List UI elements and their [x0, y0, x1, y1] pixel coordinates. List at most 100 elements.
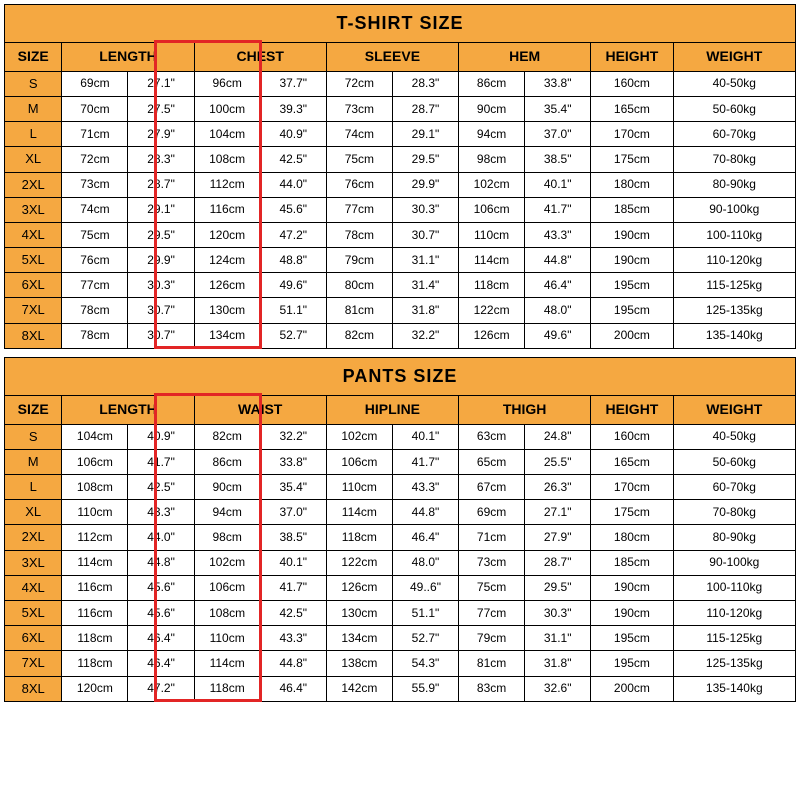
cell-weight: 115-125kg — [673, 626, 795, 651]
cell-value: 30.7" — [128, 298, 194, 323]
cell-value: 70cm — [62, 96, 128, 121]
table-row: 2XL73cm28.7"112cm44.0"76cm29.9"102cm40.1… — [5, 172, 796, 197]
cell-weight: 80-90kg — [673, 172, 795, 197]
cell-value: 54.3" — [392, 651, 458, 676]
cell-value: 118cm — [62, 626, 128, 651]
cell-value: 38.5" — [525, 147, 591, 172]
cell-value: 86cm — [459, 71, 525, 96]
cell-value: 114cm — [62, 550, 128, 575]
cell-value: 72cm — [326, 71, 392, 96]
cell-value: 67cm — [459, 475, 525, 500]
cell-value: 71cm — [459, 525, 525, 550]
cell-value: 134cm — [326, 626, 392, 651]
cell-value: 130cm — [326, 600, 392, 625]
table-row: M70cm27.5"100cm39.3"73cm28.7"90cm35.4"16… — [5, 96, 796, 121]
table-row: 4XL116cm45.6"106cm41.7"126cm49..6"75cm29… — [5, 575, 796, 600]
cell-value: 28.7" — [128, 172, 194, 197]
cell-height: 200cm — [591, 676, 673, 701]
cell-weight: 100-110kg — [673, 222, 795, 247]
cell-value: 120cm — [194, 222, 260, 247]
cell-value: 49..6" — [392, 575, 458, 600]
col-tail: WEIGHT — [673, 43, 795, 72]
cell-value: 118cm — [194, 676, 260, 701]
cell-value: 116cm — [62, 600, 128, 625]
cell-height: 180cm — [591, 172, 673, 197]
cell-value: 75cm — [62, 222, 128, 247]
cell-value: 98cm — [194, 525, 260, 550]
cell-value: 41.7" — [260, 575, 326, 600]
table-row: 2XL112cm44.0"98cm38.5"118cm46.4"71cm27.9… — [5, 525, 796, 550]
cell-value: 74cm — [326, 122, 392, 147]
cell-value: 51.1" — [260, 298, 326, 323]
cell-value: 30.3" — [128, 273, 194, 298]
table-row: S104cm40.9"82cm32.2"102cm40.1"63cm24.8"1… — [5, 424, 796, 449]
cell-value: 126cm — [326, 575, 392, 600]
cell-value: 28.3" — [128, 147, 194, 172]
cell-value: 40.1" — [525, 172, 591, 197]
cell-height: 175cm — [591, 147, 673, 172]
cell-value: 24.8" — [525, 424, 591, 449]
cell-value: 42.5" — [128, 475, 194, 500]
cell-value: 48.0" — [525, 298, 591, 323]
cell-weight: 50-60kg — [673, 96, 795, 121]
cell-value: 46.4" — [128, 651, 194, 676]
cell-value: 74cm — [62, 197, 128, 222]
cell-value: 76cm — [62, 248, 128, 273]
cell-value: 114cm — [194, 651, 260, 676]
cell-value: 40.9" — [260, 122, 326, 147]
cell-height: 160cm — [591, 71, 673, 96]
cell-value: 47.2" — [260, 222, 326, 247]
cell-value: 118cm — [326, 525, 392, 550]
cell-value: 71cm — [62, 122, 128, 147]
table-row: 6XL77cm30.3"126cm49.6"80cm31.4"118cm46.4… — [5, 273, 796, 298]
col-group: THIGH — [459, 396, 591, 425]
cell-value: 33.8" — [260, 449, 326, 474]
cell-size: 3XL — [5, 550, 62, 575]
cell-value: 106cm — [459, 197, 525, 222]
cell-size: 2XL — [5, 525, 62, 550]
table-row: 8XL78cm30.7"134cm52.7"82cm32.2"126cm49.6… — [5, 323, 796, 348]
cell-weight: 125-135kg — [673, 651, 795, 676]
cell-value: 44.8" — [392, 500, 458, 525]
cell-size: L — [5, 122, 62, 147]
cell-height: 175cm — [591, 500, 673, 525]
col-size: SIZE — [5, 43, 62, 72]
cell-height: 190cm — [591, 575, 673, 600]
cell-value: 31.1" — [525, 626, 591, 651]
cell-value: 114cm — [326, 500, 392, 525]
cell-size: 6XL — [5, 626, 62, 651]
col-group: HEM — [459, 43, 591, 72]
cell-value: 38.5" — [260, 525, 326, 550]
cell-size: 3XL — [5, 197, 62, 222]
cell-height: 190cm — [591, 248, 673, 273]
cell-size: 7XL — [5, 298, 62, 323]
table-row: M106cm41.7"86cm33.8"106cm41.7"65cm25.5"1… — [5, 449, 796, 474]
cell-value: 126cm — [194, 273, 260, 298]
cell-value: 44.8" — [260, 651, 326, 676]
cell-value: 49.6" — [260, 273, 326, 298]
cell-value: 75cm — [326, 147, 392, 172]
cell-value: 27.5" — [128, 96, 194, 121]
cell-value: 81cm — [326, 298, 392, 323]
cell-size: 8XL — [5, 676, 62, 701]
cell-value: 77cm — [459, 600, 525, 625]
cell-value: 116cm — [62, 575, 128, 600]
cell-value: 31.1" — [392, 248, 458, 273]
cell-value: 118cm — [459, 273, 525, 298]
col-group: SLEEVE — [326, 43, 458, 72]
cell-value: 42.5" — [260, 147, 326, 172]
col-tail: HEIGHT — [591, 396, 673, 425]
cell-value: 30.3" — [525, 600, 591, 625]
cell-value: 46.4" — [260, 676, 326, 701]
cell-value: 25.5" — [525, 449, 591, 474]
cell-size: XL — [5, 147, 62, 172]
cell-value: 79cm — [459, 626, 525, 651]
cell-size: S — [5, 71, 62, 96]
cell-value: 29.5" — [525, 575, 591, 600]
cell-size: M — [5, 449, 62, 474]
table-row: XL72cm28.3"108cm42.5"75cm29.5"98cm38.5"1… — [5, 147, 796, 172]
cell-value: 78cm — [62, 298, 128, 323]
cell-weight: 70-80kg — [673, 500, 795, 525]
cell-value: 39.3" — [260, 96, 326, 121]
cell-value: 30.7" — [392, 222, 458, 247]
